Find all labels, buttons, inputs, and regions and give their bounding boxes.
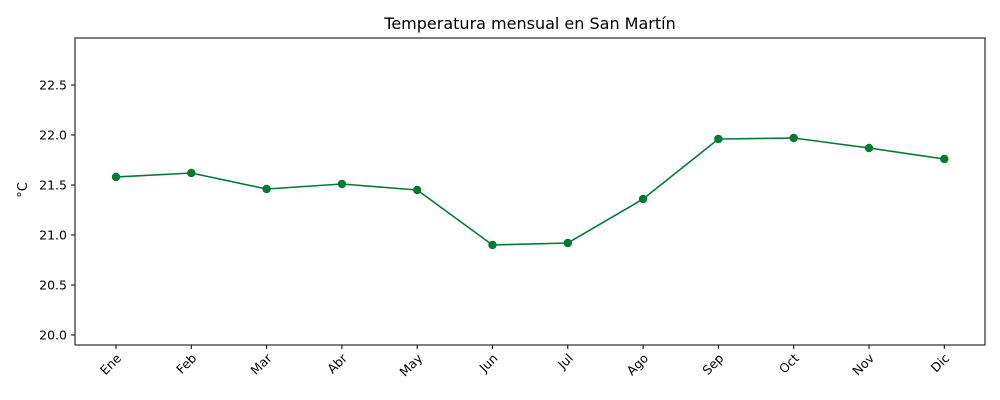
y-axis: 20.0 20.5 21.0 21.5 22.0 22.5 [39,78,75,343]
x-tick-label: Dic [928,350,953,375]
data-point [940,154,949,164]
x-tick-label: Oct [776,350,802,376]
x-tick-label: Ene [97,350,124,377]
data-point [488,240,497,250]
data-point [563,238,572,248]
y-tick-label: 20.5 [39,278,67,293]
x-tick-label: Abr [324,350,351,377]
x-tick-label: Nov [849,350,877,378]
y-tick-label: 22.5 [39,78,67,93]
x-tick-label: Feb [173,350,199,376]
x-tick-label: May [396,350,425,379]
y-tick-label: 21.5 [39,178,67,193]
series-line [115,137,945,246]
y-tick-label: 21.0 [39,228,67,243]
data-point [789,133,798,143]
x-tick-label: Jun [475,351,500,376]
series-markers [111,133,949,250]
data-point [262,184,271,194]
x-tick-label: Jul [554,351,576,373]
data-point [337,179,347,189]
y-axis-label: °C [16,182,31,198]
x-tick-label: Ago [624,351,652,379]
data-point [111,172,121,182]
y-tick-label: 22.0 [39,128,67,143]
plot-area [74,37,986,346]
chart-title: Temperatura mensual en San Martín [383,14,675,33]
x-axis: Ene Feb Mar Abr May Jun Jul Ago Sep Oct Nov Dic [97,345,953,379]
x-tick-label: Mar [247,350,275,378]
x-tick-label: Sep [699,350,726,377]
data-point [864,143,874,153]
data-point [413,185,422,195]
data-point [714,134,723,144]
y-tick-label: 20.0 [39,328,67,343]
data-point [638,194,648,204]
data-point [187,168,196,178]
